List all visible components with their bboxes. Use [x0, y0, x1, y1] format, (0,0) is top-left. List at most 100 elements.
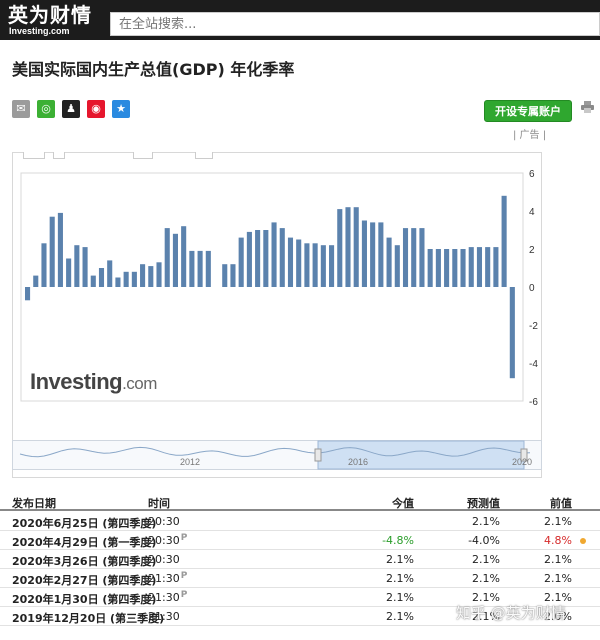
chart-bar	[222, 264, 228, 287]
row-time: 20:30P	[148, 533, 188, 548]
chart-bar	[255, 230, 261, 287]
weibo-share-icon[interactable]: ◉	[87, 100, 105, 118]
preliminary-marker: P	[180, 590, 188, 600]
email-share-icon[interactable]: ✉	[12, 100, 30, 118]
row-time: 21:30P	[148, 590, 188, 605]
chart-bar	[98, 268, 105, 287]
chart-tab-4[interactable]	[195, 152, 213, 159]
navigator-label: 2020	[512, 457, 532, 467]
navigator-left-handle[interactable]	[314, 448, 322, 462]
header-forecast: 预测值	[467, 497, 500, 510]
navigator-label: 2016	[348, 457, 368, 467]
chart-bar	[411, 228, 417, 287]
print-icon[interactable]	[581, 101, 594, 113]
row-time-value: 21:30	[148, 591, 180, 604]
chart-bar	[57, 212, 63, 287]
chart-bar	[33, 275, 39, 287]
table-row: 2019年12月20日 (第三季度) 21:30 2.1% 2.1% 2.0%	[0, 607, 600, 626]
row-actual: 2.1%	[386, 553, 414, 566]
chart-bar	[509, 287, 515, 379]
row-previous: 4.8%	[544, 534, 572, 547]
chart-tab-2[interactable]	[53, 152, 65, 159]
header-date: 发布日期	[12, 497, 56, 510]
search-input[interactable]	[110, 12, 600, 36]
table-row: 2020年1月30日 (第四季度) 21:30P 2.1% 2.1% 2.1%	[0, 588, 600, 607]
chart-tab-3[interactable]	[133, 152, 153, 159]
chart-bar	[271, 222, 277, 287]
navigator-label: 2012	[180, 457, 200, 467]
chart-bar	[238, 237, 244, 287]
chart-bar	[131, 271, 137, 287]
chart-bar	[361, 220, 367, 287]
navigator-right-handle[interactable]	[520, 448, 528, 462]
navigator-selection[interactable]	[317, 440, 525, 470]
row-time-value: 20:30	[148, 534, 180, 547]
chart-bar	[181, 226, 187, 287]
chart-bar	[329, 245, 335, 287]
table-row: 2020年6月25日 (第四季度) 20:30 2.1% 2.1%	[0, 512, 600, 531]
chart-navigator[interactable]: 2012 2016 2020	[12, 440, 542, 470]
chart-bar	[427, 249, 433, 287]
chart-bar	[337, 209, 343, 287]
logo-text: 英为财情	[8, 3, 92, 27]
navigator-line	[19, 446, 531, 458]
chart-bar	[148, 266, 154, 287]
y-tick-label: 0	[529, 283, 535, 294]
row-time: 20:30	[148, 553, 180, 566]
row-date: 2020年3月26日 (第四季度)	[12, 555, 157, 568]
row-previous: 2.1%	[544, 515, 572, 528]
chart-bar	[394, 245, 400, 287]
qq-share-icon[interactable]: ♟	[62, 100, 80, 118]
row-date: 2020年4月29日 (第一季度)	[12, 536, 157, 549]
row-time: 21:30	[148, 610, 180, 623]
chart-bar	[353, 207, 359, 287]
y-tick-label: -2	[529, 321, 538, 332]
chart-bar	[246, 231, 252, 287]
row-previous: 2.1%	[544, 591, 572, 604]
row-date: 2019年12月20日 (第三季度)	[12, 612, 165, 625]
table-row: 2020年4月29日 (第一季度) 20:30P -4.8% -4.0% 4.8%	[0, 531, 600, 550]
chart-bar	[197, 250, 203, 287]
y-tick-label: 2	[529, 245, 535, 256]
row-forecast: 2.1%	[472, 515, 500, 528]
row-actual: 2.1%	[386, 610, 414, 623]
chart-bar	[476, 247, 483, 287]
qzone-share-icon[interactable]: ★	[112, 100, 130, 118]
table-header-row: 发布日期 时间 今值 预测值 前值	[0, 492, 600, 511]
chart-bar	[49, 216, 55, 287]
chart-bar	[74, 245, 80, 287]
chart-tab-1[interactable]	[23, 152, 45, 159]
chart-bar	[493, 247, 499, 287]
ad-label: | 广告 |	[513, 130, 547, 141]
wechat-share-icon[interactable]: ◎	[37, 100, 55, 118]
alert-dot-icon[interactable]	[580, 538, 586, 544]
chart-bar	[66, 258, 72, 287]
row-forecast: 2.1%	[472, 572, 500, 585]
chart-bar	[485, 247, 491, 287]
chart-bar	[82, 247, 88, 287]
row-forecast: 2.1%	[472, 553, 500, 566]
chart-bar	[386, 237, 392, 287]
header-previous: 前值	[550, 497, 572, 510]
preliminary-marker: P	[180, 533, 188, 543]
chart-bar	[115, 277, 121, 287]
header-time: 时间	[148, 497, 170, 510]
row-time-value: 20:30	[148, 515, 180, 528]
site-logo[interactable]: 英为财情 Investing.com	[8, 4, 104, 36]
chart-bar	[41, 243, 47, 287]
row-date: 2020年6月25日 (第四季度)	[12, 517, 157, 530]
row-actual: 2.1%	[386, 572, 414, 585]
chart-bar	[205, 250, 211, 287]
chart-bar	[460, 249, 466, 287]
row-previous: 2.0%	[544, 610, 572, 623]
open-account-button[interactable]: 开设专属账户	[484, 100, 572, 122]
y-tick-label: 4	[529, 207, 535, 218]
chart-bar	[468, 247, 474, 287]
chart-bar	[279, 228, 285, 287]
row-date: 2020年1月30日 (第四季度)	[12, 593, 157, 606]
chart-bar	[263, 230, 269, 287]
page-title: 美国实际国内生产总值(GDP) 年化季率	[12, 60, 295, 79]
chart-bar	[452, 249, 458, 287]
table-row: 2020年3月26日 (第四季度) 20:30 2.1% 2.1% 2.1%	[0, 550, 600, 569]
watermark-suffix: .com	[122, 374, 157, 393]
